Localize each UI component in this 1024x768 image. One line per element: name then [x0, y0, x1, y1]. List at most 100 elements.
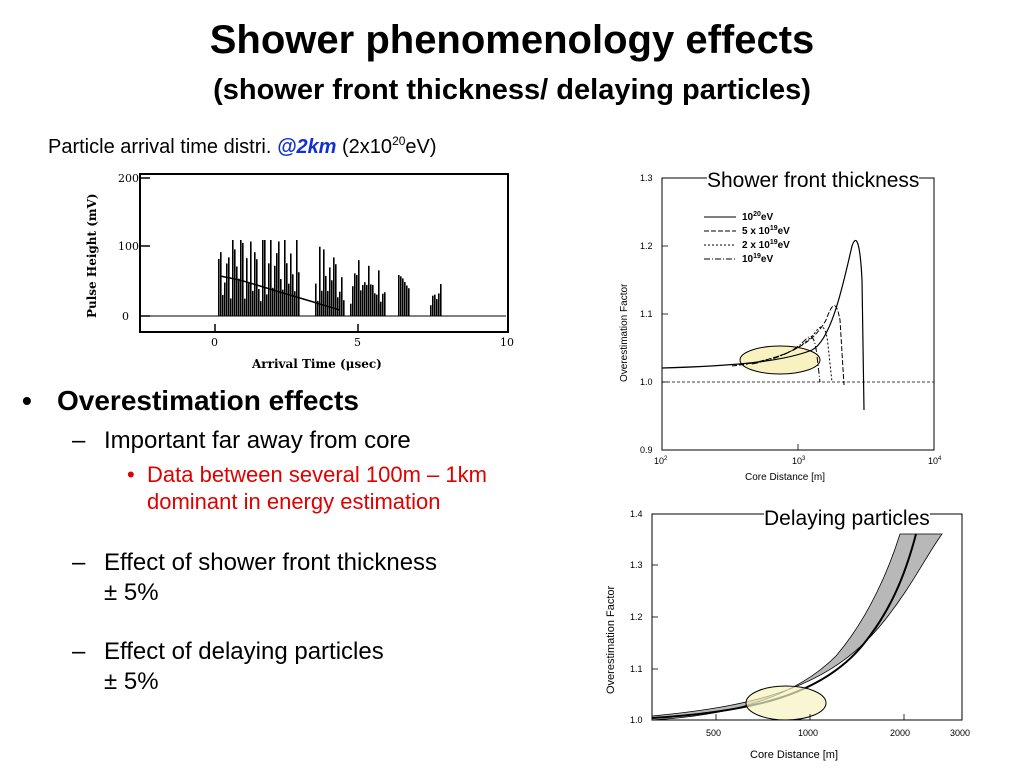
x-tick-10: 10	[500, 336, 514, 349]
pulse-spike	[430, 305, 432, 316]
pulse-spike	[376, 294, 378, 316]
y-tick: 1.1	[640, 309, 653, 319]
central-curve	[651, 533, 917, 719]
x-tick: 2000	[890, 728, 910, 738]
pulse-spike	[294, 291, 296, 316]
pulse-spike	[248, 283, 250, 316]
sub-bullet-1-text: Important far away from core	[104, 427, 411, 454]
pulse-spike	[250, 241, 252, 316]
pulse-spike	[325, 275, 327, 316]
pulse-spike	[315, 283, 317, 316]
sub-bullet-2-line2: ± 5%	[104, 579, 159, 606]
pulse-spike	[404, 282, 406, 316]
curve-1e19	[751, 336, 821, 383]
pulse-spike	[378, 303, 380, 316]
bullet-dot: •	[22, 385, 32, 416]
pulse-spike	[343, 300, 345, 316]
pulse-spike	[374, 293, 376, 316]
dash: –	[72, 549, 86, 576]
pulse-spike	[228, 257, 230, 316]
x-tick: 102	[654, 456, 668, 466]
pulse-spike	[398, 275, 400, 316]
pulse-spike	[270, 240, 272, 316]
x-tick: 500	[706, 728, 721, 738]
pulse-spike	[238, 278, 240, 316]
y-tick: 1.3	[640, 173, 653, 183]
pulse-spike	[406, 285, 408, 316]
pulse-spike	[321, 290, 323, 316]
y-tick: 1.0	[640, 377, 653, 387]
pulse-spike	[400, 276, 402, 316]
pulse-spike	[329, 267, 331, 316]
pulse-spike	[266, 294, 268, 316]
pulse-spike	[384, 292, 386, 316]
pulse-spike	[339, 291, 341, 316]
y-axis-label: Overestimation Factor	[605, 585, 617, 694]
legend-entry: 2 x 1019eV	[742, 239, 790, 251]
x-tick: 3000	[950, 728, 970, 738]
pulse-spike	[402, 278, 404, 316]
caption-prefix: Particle arrival time distri.	[48, 136, 277, 158]
pulse-spike	[408, 288, 410, 316]
pulse-spike	[280, 279, 282, 316]
pulse-spike	[258, 289, 260, 316]
y-axis-label: Overestimation Factor	[619, 283, 630, 382]
plot-frame	[139, 173, 509, 333]
pulse-spike	[368, 265, 370, 316]
pulse-spike	[220, 252, 222, 316]
sub-bullet-3-line2: ± 5%	[104, 668, 159, 695]
pulse-spike	[288, 283, 290, 316]
legend-entry: 5 x 1019eV	[742, 225, 790, 237]
curve-1e20	[661, 240, 865, 411]
legend-entry: 1020eV	[742, 211, 773, 223]
pulse-spike	[234, 249, 236, 316]
pulse-spike	[382, 293, 384, 316]
pulse-spike	[296, 240, 298, 316]
delaying-particles-figure: 1.4 1.3 1.2 1.1 1.0 500 1000 2000 3000 C…	[605, 509, 970, 761]
pulse-spike	[366, 284, 368, 316]
pulse-spike	[264, 240, 266, 316]
highlight-ellipse	[739, 345, 821, 375]
pulse-spike	[226, 263, 228, 316]
y-tick: 1.2	[630, 612, 643, 622]
y-tick-200: 200	[118, 172, 139, 185]
pulse-spike	[436, 299, 438, 316]
envelope-curve	[219, 275, 341, 311]
pulse-spike	[341, 277, 343, 316]
pulse-spike	[358, 260, 360, 316]
pulse-spike	[224, 282, 226, 316]
y-tick: 1.1	[630, 664, 643, 674]
pulse-spike	[236, 266, 238, 316]
arrival-time-figure: 200 100 0 0 5 10 Arrival Time (μsec) Pul…	[85, 172, 514, 371]
pulse-spike	[380, 301, 382, 316]
pulse-spike	[331, 280, 333, 316]
pulse-spike	[350, 303, 352, 316]
legend-entry: 1019eV	[742, 253, 773, 265]
pulse-spike	[323, 249, 325, 316]
pulse-spike	[438, 293, 440, 316]
x-tick-0: 0	[211, 336, 218, 349]
pulse-spike	[364, 282, 366, 316]
pulse-spike	[378, 270, 380, 316]
caption-exponent: 20	[392, 134, 406, 148]
pulse-spike	[356, 274, 358, 316]
x-axis-label: Core Distance [m]	[745, 472, 825, 482]
pulse-spike	[230, 298, 232, 316]
x-axis-label: Arrival Time (μsec)	[251, 357, 382, 371]
sub-bullet-3: – Effect of delaying particles ± 5%	[72, 638, 384, 695]
pulse-spike	[432, 295, 434, 316]
slide-subtitle: (shower front thickness/ delaying partic…	[213, 74, 811, 106]
pulse-spike	[286, 263, 288, 316]
pulse-spike	[256, 259, 258, 316]
pulse-spike	[298, 272, 300, 316]
x-axis-label: Core Distance [m]	[750, 749, 838, 761]
sub-bullet-2-line1: Effect of shower front thickness	[104, 549, 438, 576]
pulse-spike	[218, 258, 220, 316]
sub-bullet-3-line1: Effect of delaying particles	[104, 638, 384, 665]
pulse-spike	[440, 284, 442, 316]
pulse-spike	[272, 287, 274, 316]
y-tick-100: 100	[118, 240, 139, 253]
pulse-spike	[278, 241, 280, 316]
y-tick: 1.0	[630, 715, 643, 725]
pulse-spike	[244, 298, 246, 316]
